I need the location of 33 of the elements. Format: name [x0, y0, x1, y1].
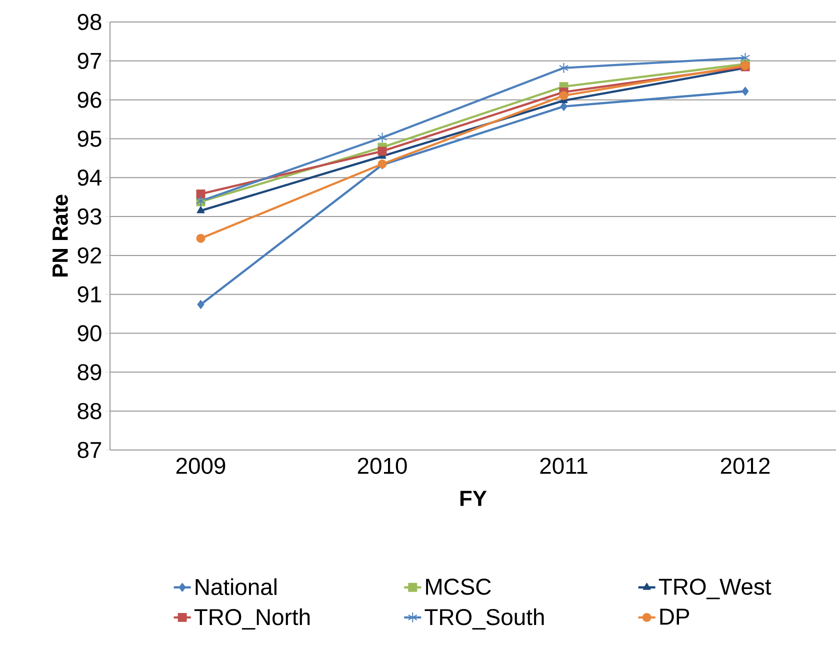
y-tick-label: 98: [78, 14, 102, 30]
y-tick-label: 89: [78, 364, 102, 380]
y-tick-label: 97: [78, 52, 102, 70]
point: [196, 234, 206, 243]
point: [742, 86, 749, 96]
x-tick-label: 2012: [720, 458, 770, 474]
y-tick-label: 90: [78, 325, 102, 342]
legend-label: TRO_South: [424, 608, 544, 630]
legend-label: TRO_West: [658, 578, 772, 600]
x-tick-label: 2010: [358, 458, 407, 474]
point: [558, 62, 569, 74]
y-tick-label: 96: [78, 92, 102, 108]
x-tick-label: 2009: [176, 458, 226, 474]
x-tick-label: 2011: [540, 458, 588, 474]
y-axis-title: PN Rate: [52, 194, 68, 277]
point: [196, 189, 206, 198]
legend-label: National: [196, 578, 276, 596]
point: [196, 206, 205, 214]
y-tick-label: 95: [78, 130, 102, 147]
y-tick-label: 92: [78, 247, 102, 264]
y-tick-label: 87: [78, 442, 102, 458]
y-tick-label: 91: [78, 286, 102, 302]
point: [559, 91, 568, 100]
legend-label: DP: [660, 608, 690, 625]
y-tick-label: 88: [78, 402, 102, 420]
y-tick-label: 93: [78, 208, 102, 225]
x-axis-title: FY: [460, 490, 487, 506]
legend-label: TRO_North: [194, 608, 310, 630]
point: [377, 132, 388, 144]
point: [378, 146, 387, 156]
legend-label: MCSC: [426, 578, 491, 595]
y-tick-label: 94: [78, 170, 102, 186]
point: [197, 300, 204, 309]
